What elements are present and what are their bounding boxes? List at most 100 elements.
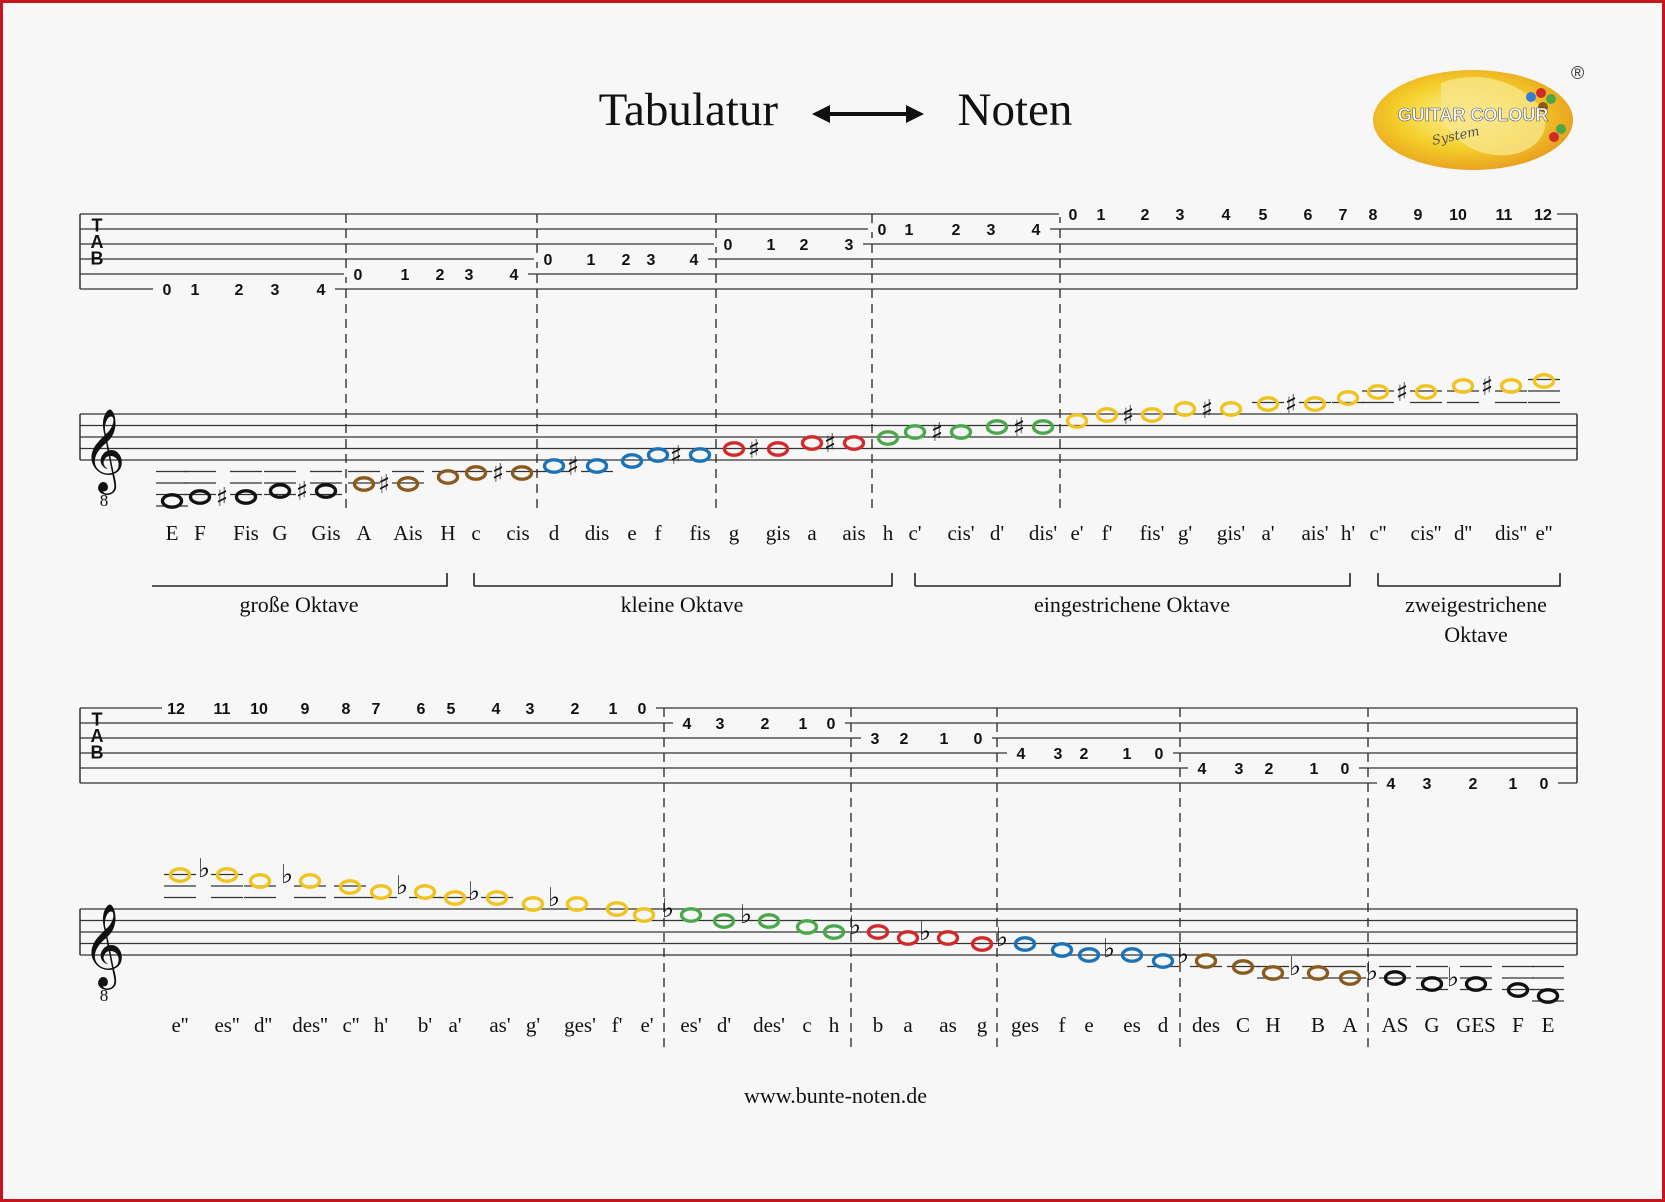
note-name: cis' xyxy=(947,521,974,545)
note-name: c'' xyxy=(1370,521,1387,545)
tab-fret-number: 1 xyxy=(1310,761,1319,778)
note-head xyxy=(605,901,629,917)
tab-fret-number: 3 xyxy=(647,252,656,269)
note-head xyxy=(1420,976,1444,992)
bracket-line xyxy=(152,573,448,587)
note xyxy=(605,901,629,917)
note-name: h xyxy=(883,521,894,545)
tab-run-string-6: 4 3 2 1 0 xyxy=(1377,776,1558,793)
note-name: G xyxy=(272,521,287,545)
note xyxy=(348,470,380,492)
tab-fret-number: 1 xyxy=(191,282,200,299)
website-url: www.bunte-noten.de xyxy=(743,1083,928,1108)
sharp-icon: ♯ xyxy=(296,477,309,507)
tab-fret-number: 11 xyxy=(1496,207,1513,224)
note xyxy=(1528,373,1560,404)
note xyxy=(439,890,471,906)
tab-fret-number: 0 xyxy=(974,731,983,748)
tab-fret-number: 2 xyxy=(1265,761,1274,778)
tab-fret-number: 4 xyxy=(492,701,501,718)
bracket-line xyxy=(1378,573,1561,587)
note-head xyxy=(248,873,272,889)
note-head xyxy=(688,447,712,463)
note xyxy=(460,465,492,481)
tab-run-string-3: 0 1 2 3 xyxy=(714,237,863,254)
tab-run-string-2: 0 1 2 3 4 xyxy=(868,222,1050,239)
note-name: es'' xyxy=(214,1013,239,1037)
tab-fret-number: 0 xyxy=(1341,761,1350,778)
note-head xyxy=(1261,965,1285,981)
tab-fret-number: 3 xyxy=(465,267,474,284)
note-head xyxy=(679,907,703,923)
note-name: A xyxy=(356,521,372,545)
clef-octave-eight: 8 xyxy=(100,986,109,1005)
flat-icon: ♭ xyxy=(468,877,480,907)
note-name: g xyxy=(977,1013,988,1037)
note xyxy=(1332,390,1364,406)
note-head xyxy=(757,913,781,929)
note-head xyxy=(234,489,258,505)
octave-label: große Oktave xyxy=(239,592,358,617)
sharp-icon: ♯ xyxy=(1013,413,1026,443)
tab-fret-number: 2 xyxy=(622,252,631,269)
note-name: e' xyxy=(1070,521,1083,545)
note-name: c xyxy=(802,1013,811,1037)
note-head xyxy=(485,890,509,906)
note-name: f' xyxy=(1102,521,1113,545)
note-name: dis' xyxy=(1029,521,1057,545)
note-head xyxy=(1194,953,1218,969)
note: ♭ xyxy=(468,877,513,907)
tab-fret-number: 11 xyxy=(214,701,231,718)
note: ♯ xyxy=(296,470,342,507)
note xyxy=(156,470,188,509)
tab-fret-number: 2 xyxy=(1469,776,1478,793)
note-name: g xyxy=(729,521,740,545)
note-name: c xyxy=(471,521,480,545)
octave-bracket: zweigestrichene Oktave xyxy=(1377,573,1561,647)
treble-clef-icon: 𝄞 xyxy=(83,407,126,495)
tab-run-string-6: 0 1 2 3 4 xyxy=(153,282,335,299)
tab-fret-number: 0 xyxy=(638,701,647,718)
note xyxy=(632,907,656,923)
tab-fret-number: 4 xyxy=(1222,207,1231,224)
note: ♯ xyxy=(216,470,262,513)
note-head xyxy=(620,453,644,469)
tab-fret-number: 4 xyxy=(317,282,326,299)
note-head xyxy=(1077,947,1101,963)
tab-fret-number: 1 xyxy=(940,731,949,748)
note-name: d' xyxy=(717,1013,731,1037)
flat-icon: ♭ xyxy=(996,923,1008,953)
note-name: des'' xyxy=(292,1013,328,1037)
note xyxy=(1147,953,1179,969)
note xyxy=(432,469,464,485)
tab-fret-number: 3 xyxy=(526,701,535,718)
tab-fret-number: 3 xyxy=(1054,746,1063,763)
tab-letter-b: B xyxy=(91,248,104,268)
tab-fret-number: 9 xyxy=(1414,207,1423,224)
note-head xyxy=(766,441,790,457)
note xyxy=(722,441,746,457)
note-head xyxy=(822,924,846,940)
note: ♭ xyxy=(198,854,243,899)
note xyxy=(1532,965,1564,1004)
note-head xyxy=(1151,953,1175,969)
note xyxy=(1362,384,1394,404)
note-name: f xyxy=(1059,1013,1066,1037)
tab-fret-number: 1 xyxy=(609,701,618,718)
note-name: a xyxy=(807,521,817,545)
note xyxy=(1447,378,1479,404)
note-name: cis'' xyxy=(1411,521,1442,545)
tab-letter-t: T xyxy=(92,215,103,235)
sharp-icon: ♯ xyxy=(748,435,761,465)
tab-fret-number: 1 xyxy=(767,237,776,254)
note-name: e' xyxy=(640,1013,653,1037)
note-head xyxy=(436,469,460,485)
note-name: f' xyxy=(612,1013,623,1037)
flat-icon: ♭ xyxy=(849,911,861,941)
octave-bracket: kleine Oktave xyxy=(473,573,893,617)
note: ♯ xyxy=(567,452,613,482)
tab-fret-number: 5 xyxy=(1259,207,1268,224)
bracket-line xyxy=(474,573,893,587)
tab-fret-number: 0 xyxy=(354,267,363,284)
note-head xyxy=(1464,976,1488,992)
